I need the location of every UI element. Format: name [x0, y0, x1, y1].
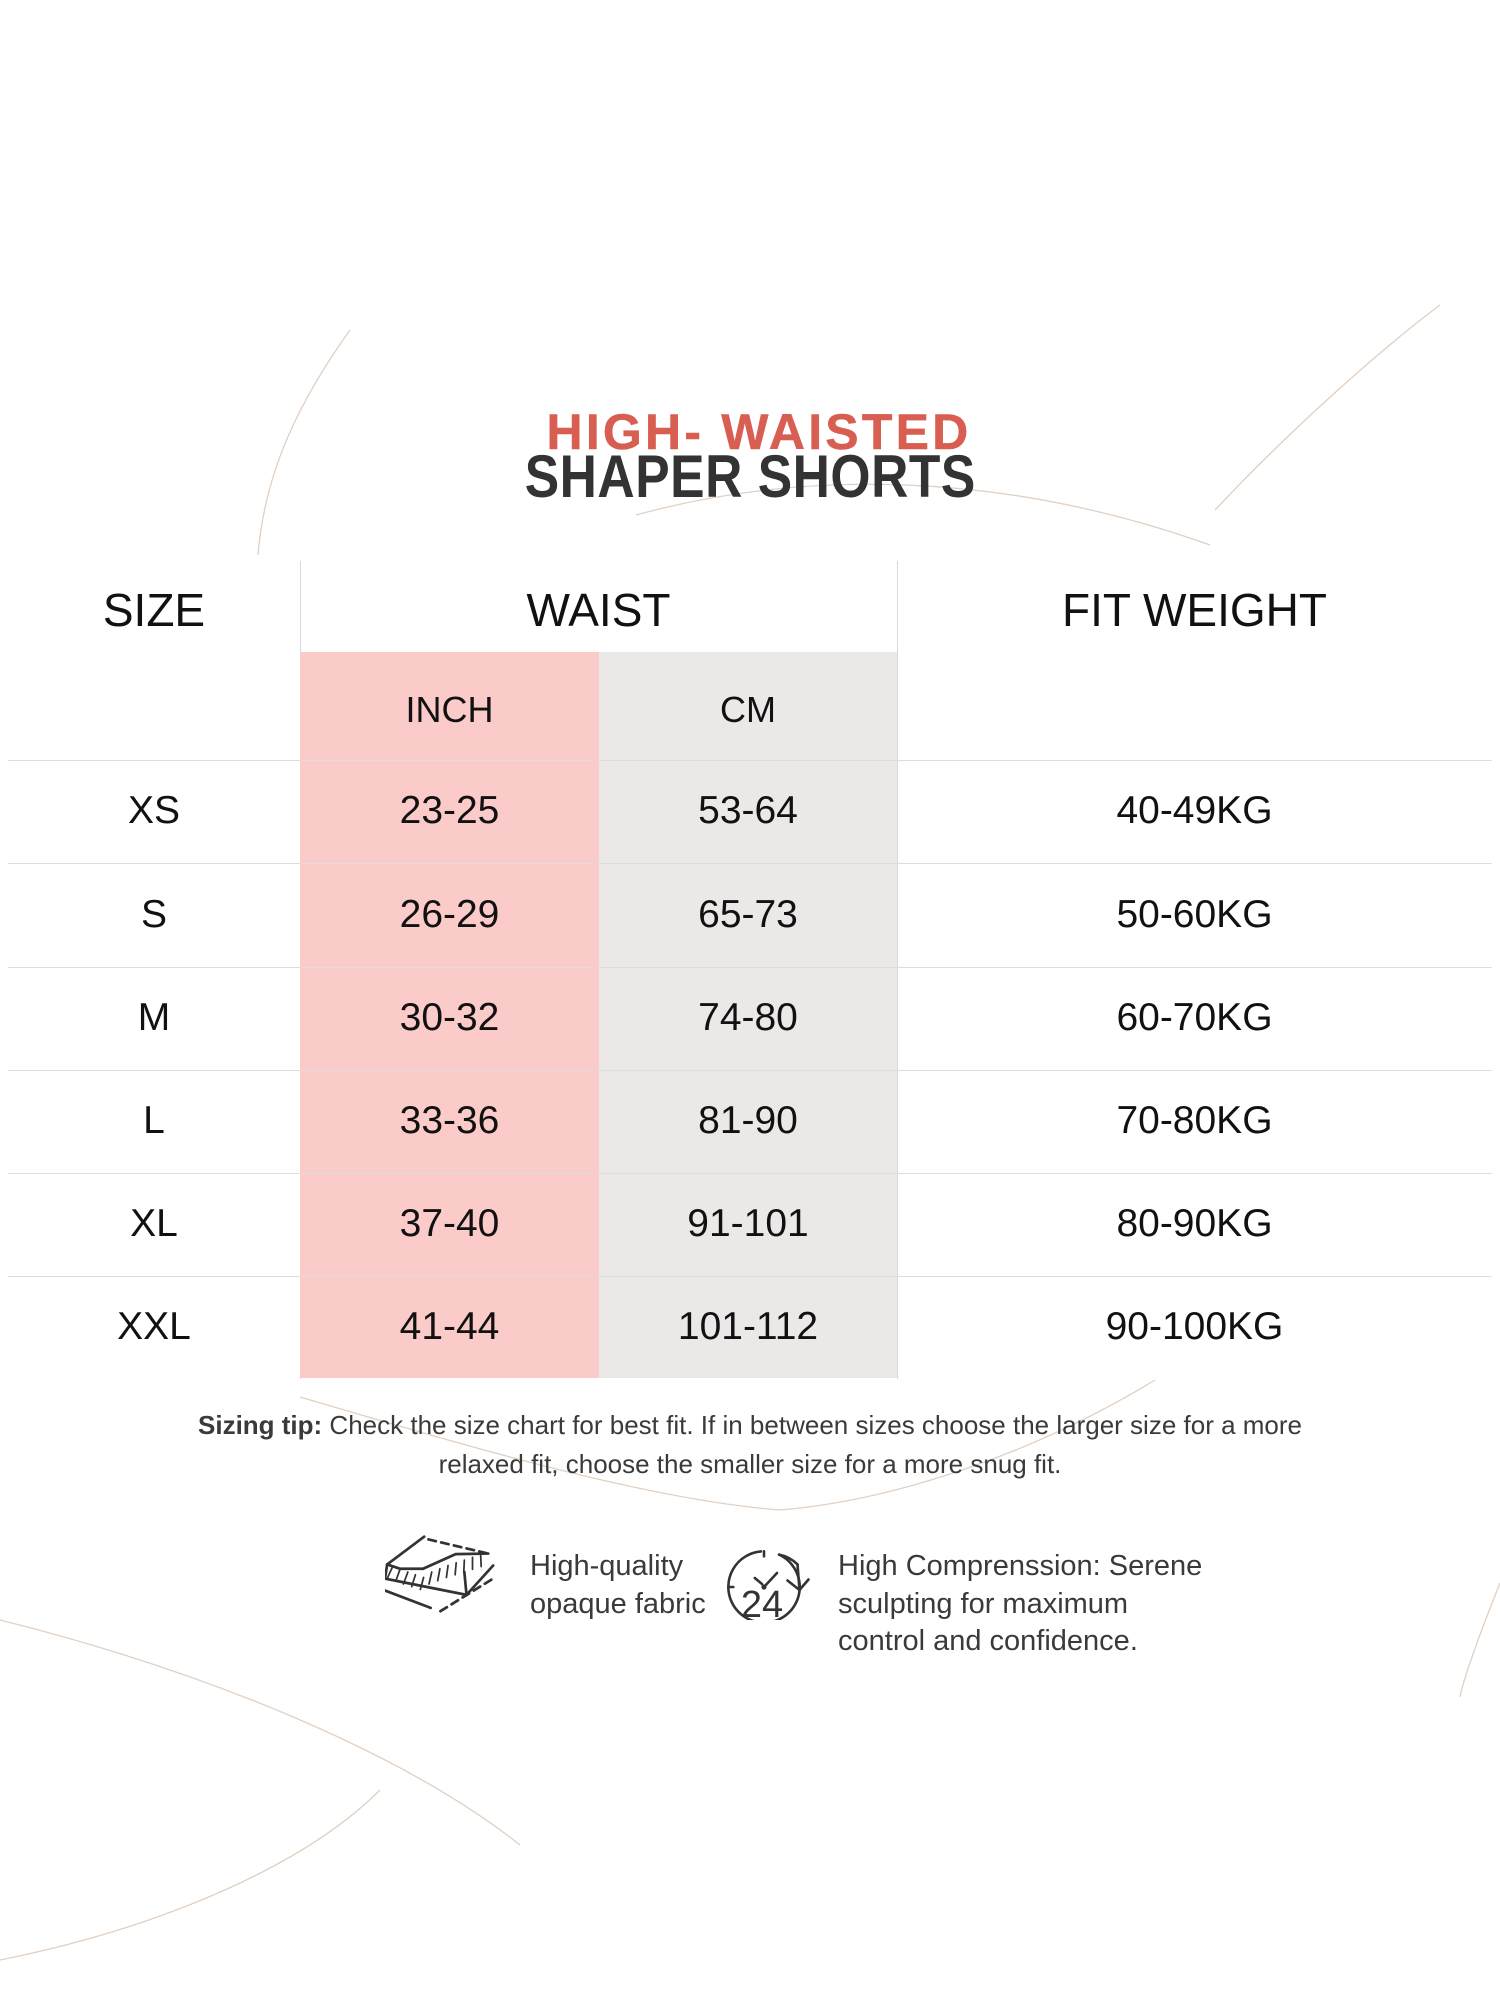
- svg-text:24: 24: [741, 1584, 783, 1620]
